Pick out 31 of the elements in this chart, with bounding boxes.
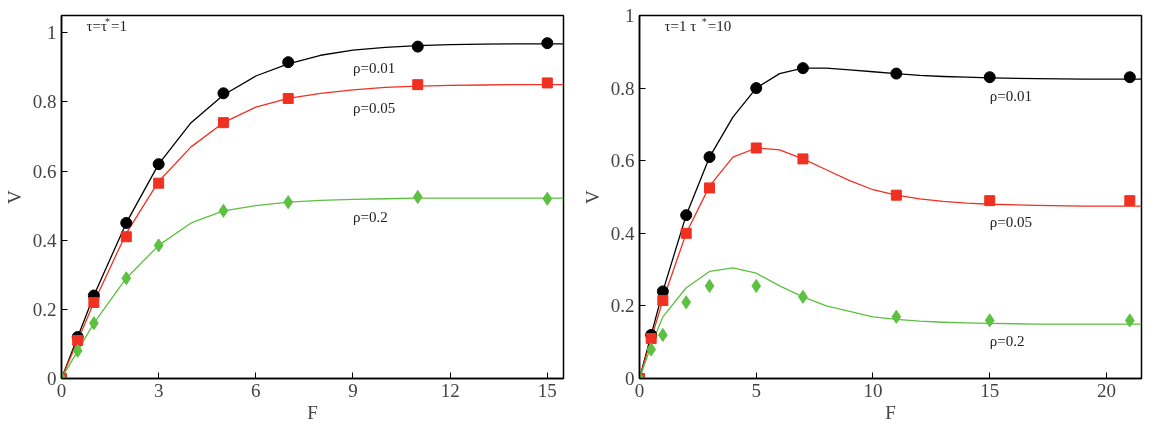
annotation: τ=1 τ*=10	[664, 15, 732, 34]
y-tick-label: 0.2	[610, 295, 635, 317]
x-tick-label: 20	[1096, 379, 1116, 401]
y-tick-label: 0.6	[610, 150, 635, 172]
x-axis-title: F	[307, 401, 318, 423]
x-tick-label: 5	[751, 379, 761, 401]
series-label: ρ=0.01	[352, 60, 396, 77]
y-tick-label: 0.2	[32, 298, 57, 320]
y-tick-label: 0.6	[32, 160, 57, 182]
x-axis-title: F	[885, 401, 896, 423]
y-axis-title: V	[3, 189, 25, 204]
series-label: ρ=0.01	[989, 87, 1032, 104]
x-tick-label: 10	[863, 379, 883, 401]
series-label: ρ=0.05	[352, 99, 396, 116]
y-tick-label: 0.8	[610, 77, 635, 99]
annotation: τ=τ*=1	[86, 15, 128, 34]
y-tick-label: 0.8	[32, 91, 57, 113]
y-axis-title: V	[581, 189, 603, 204]
y-tick-label: 0.4	[610, 222, 635, 244]
y-tick-label: 1	[47, 22, 57, 44]
x-tick-label: 15	[980, 379, 1000, 401]
series-label: ρ=0.05	[989, 214, 1032, 231]
series-label: ρ=0.2	[989, 333, 1025, 350]
series-label: ρ=0.2	[352, 209, 388, 226]
x-tick-label: 12	[440, 379, 460, 401]
x-tick-label: 3	[153, 379, 164, 401]
x-tick-label: 6	[251, 379, 261, 401]
y-tick-label: 0.4	[32, 229, 57, 251]
x-tick-label: 9	[348, 379, 358, 401]
y-tick-label: 1	[625, 5, 635, 26]
x-tick-label: 15	[537, 379, 557, 401]
